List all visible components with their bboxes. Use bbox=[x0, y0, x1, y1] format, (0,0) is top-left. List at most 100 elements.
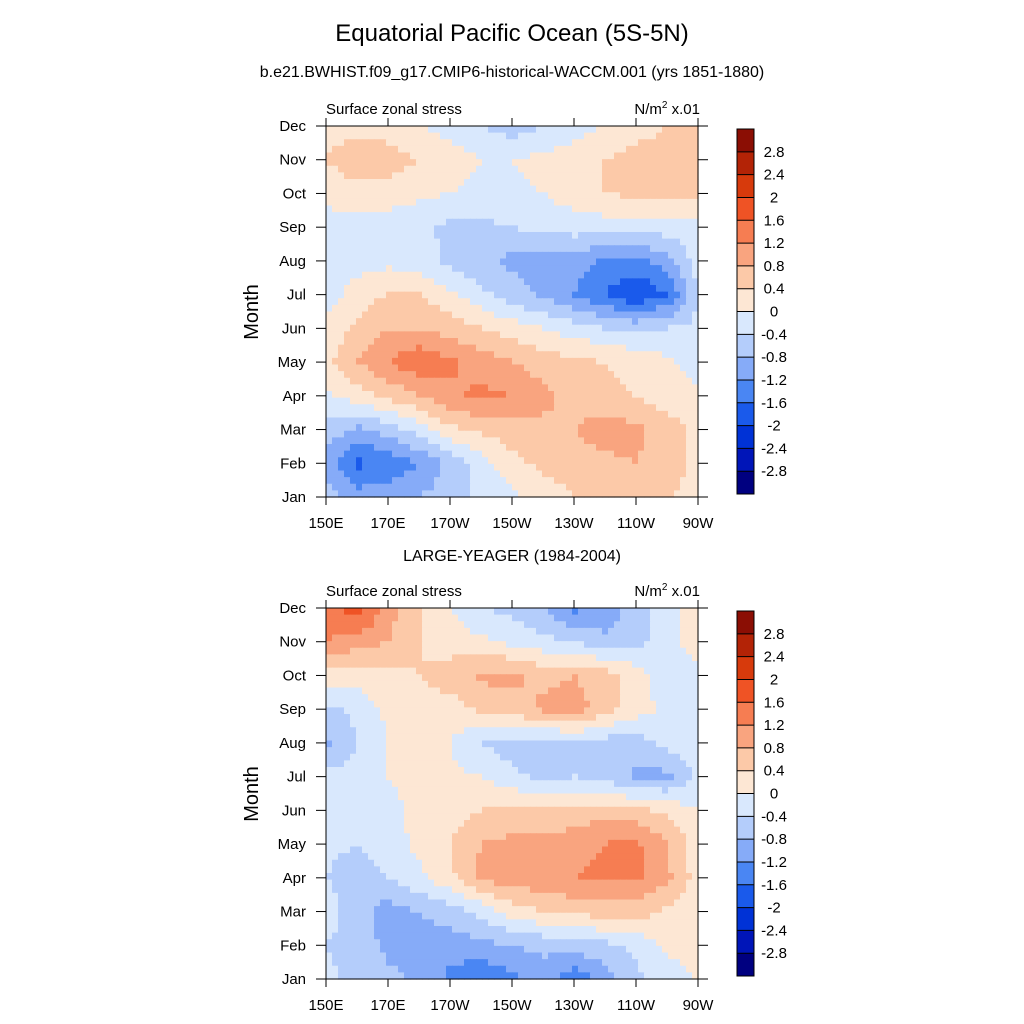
heatmap-cell bbox=[524, 165, 531, 173]
heatmap-cell bbox=[632, 371, 639, 379]
heatmap-cell bbox=[368, 647, 375, 655]
heatmap-cell bbox=[692, 304, 699, 313]
heatmap-cell bbox=[428, 324, 435, 332]
heatmap-cell bbox=[602, 238, 609, 246]
heatmap-cell bbox=[608, 304, 615, 313]
heatmap-cell bbox=[338, 225, 345, 233]
heatmap-cell bbox=[638, 720, 645, 728]
heatmap-cell bbox=[650, 304, 657, 313]
heatmap-cell bbox=[350, 700, 357, 708]
heatmap-cell bbox=[572, 430, 579, 438]
heatmap-cell bbox=[470, 338, 477, 346]
heatmap-cell bbox=[470, 132, 477, 140]
heatmap-cell bbox=[590, 608, 597, 616]
heatmap-cell bbox=[398, 212, 405, 220]
heatmap-cell bbox=[524, 753, 531, 761]
heatmap-cell bbox=[554, 371, 561, 379]
heatmap-cell bbox=[506, 627, 513, 636]
heatmap-cell bbox=[464, 132, 471, 140]
heatmap-cell bbox=[494, 661, 501, 669]
heatmap-cell bbox=[680, 357, 687, 366]
heatmap-cell bbox=[416, 331, 423, 339]
heatmap-cell bbox=[530, 621, 537, 629]
heatmap-cell bbox=[668, 271, 675, 279]
heatmap-cell bbox=[356, 371, 363, 379]
heatmap-cell bbox=[692, 404, 699, 412]
heatmap-cell bbox=[596, 238, 603, 246]
heatmap-cell bbox=[446, 278, 453, 286]
heatmap-cell bbox=[368, 291, 375, 299]
heatmap-cell bbox=[662, 404, 669, 412]
heatmap-cell bbox=[596, 132, 603, 140]
heatmap-cell bbox=[446, 694, 453, 702]
heatmap-cell bbox=[404, 298, 411, 306]
heatmap-cell bbox=[476, 437, 483, 445]
heatmap-cell bbox=[542, 687, 549, 695]
heatmap-cell bbox=[584, 145, 591, 154]
heatmap-cell bbox=[668, 661, 675, 669]
heatmap-cell bbox=[362, 172, 369, 180]
heatmap-cell bbox=[398, 225, 405, 233]
heatmap-cell bbox=[674, 159, 681, 167]
heatmap-cell bbox=[440, 338, 447, 346]
heatmap-cell bbox=[614, 198, 621, 207]
heatmap-cell bbox=[584, 324, 591, 332]
heatmap-cell bbox=[662, 258, 669, 266]
heatmap-cell bbox=[512, 212, 519, 220]
heatmap-cell bbox=[542, 647, 549, 655]
heatmap-cell bbox=[614, 245, 621, 253]
heatmap-cell bbox=[566, 205, 573, 213]
heatmap-cell bbox=[668, 205, 675, 213]
heatmap-cell bbox=[644, 647, 651, 655]
heatmap-cell bbox=[530, 753, 537, 761]
heatmap-cell bbox=[398, 324, 405, 332]
heatmap-cell bbox=[428, 747, 435, 755]
heatmap-cell bbox=[608, 351, 615, 359]
heatmap-cell bbox=[524, 364, 531, 372]
heatmap-cell bbox=[452, 232, 459, 240]
heatmap-cell bbox=[338, 391, 345, 399]
heatmap-cell bbox=[542, 733, 549, 742]
heatmap-cell bbox=[644, 417, 651, 425]
heatmap-cell bbox=[614, 417, 621, 425]
heatmap-cell bbox=[620, 654, 627, 662]
heatmap-cell bbox=[428, 338, 435, 346]
heatmap-cell bbox=[536, 331, 543, 339]
heatmap-cell bbox=[422, 304, 429, 313]
heatmap-cell bbox=[572, 747, 579, 755]
heatmap-cell bbox=[458, 265, 465, 273]
heatmap-cell bbox=[542, 614, 549, 622]
heatmap-cell bbox=[554, 641, 561, 649]
heatmap-cell bbox=[476, 444, 483, 452]
heatmap-cell bbox=[392, 647, 399, 655]
heatmap-cell bbox=[530, 271, 537, 279]
heatmap-cell bbox=[386, 152, 393, 160]
heatmap-cell bbox=[506, 614, 513, 622]
heatmap-cell bbox=[464, 714, 471, 722]
heatmap-cell bbox=[536, 278, 543, 286]
heatmap-cell bbox=[332, 351, 339, 359]
heatmap-cell bbox=[650, 391, 657, 399]
heatmap-cell bbox=[362, 212, 369, 220]
heatmap-cell bbox=[458, 714, 465, 722]
heatmap-cell bbox=[542, 694, 549, 702]
heatmap-cell bbox=[500, 304, 507, 313]
heatmap-cell bbox=[656, 641, 663, 649]
heatmap-cell bbox=[632, 139, 639, 147]
heatmap-cell bbox=[506, 384, 513, 392]
heatmap-cell bbox=[668, 740, 675, 748]
heatmap-cell bbox=[692, 344, 699, 352]
heatmap-cell bbox=[518, 391, 525, 399]
heatmap-cell bbox=[470, 258, 477, 266]
heatmap-cell bbox=[476, 694, 483, 702]
heatmap-cell bbox=[680, 700, 687, 708]
heatmap-cell bbox=[680, 384, 687, 392]
heatmap-cell bbox=[686, 627, 693, 636]
heatmap-cell bbox=[638, 647, 645, 655]
heatmap-cell bbox=[344, 733, 351, 742]
heatmap-cell bbox=[626, 384, 633, 392]
heatmap-cell bbox=[632, 179, 639, 187]
heatmap-cell bbox=[482, 667, 489, 675]
heatmap-cell bbox=[440, 714, 447, 722]
heatmap-cell bbox=[638, 324, 645, 332]
